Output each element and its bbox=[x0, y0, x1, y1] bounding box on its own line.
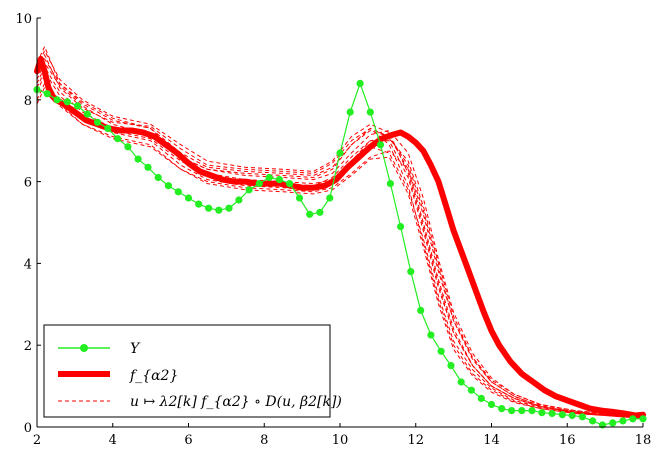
x-tick-label: 18 bbox=[635, 433, 652, 448]
x-tick-label: 14 bbox=[483, 433, 500, 448]
series-y-point bbox=[144, 163, 152, 171]
y-tick-label: 2 bbox=[24, 339, 32, 354]
y-tick-label: 8 bbox=[24, 94, 32, 109]
series-y-point bbox=[346, 108, 354, 116]
series-y-point bbox=[598, 421, 607, 429]
series-y-point bbox=[548, 409, 556, 418]
series-y-point bbox=[255, 180, 263, 188]
series-y-point bbox=[184, 194, 193, 202]
series-y-point bbox=[639, 415, 647, 423]
series-y-point bbox=[63, 98, 71, 106]
series-y-point bbox=[498, 405, 506, 413]
series-y-point bbox=[94, 118, 102, 126]
series-y-point bbox=[528, 407, 536, 415]
series-y-point bbox=[275, 176, 283, 184]
x-tick-label: 2 bbox=[33, 433, 41, 448]
series-y-point bbox=[356, 79, 364, 87]
series-y-point bbox=[609, 419, 617, 427]
x-tick-label: 8 bbox=[260, 433, 268, 448]
legend-label-warped: u ↦ λ2[k] f_{α2} ∘ D(u, β2[k]) bbox=[130, 394, 342, 410]
series-y-point bbox=[336, 149, 344, 157]
legend-swatch-y-marker bbox=[80, 344, 88, 352]
series-y-point bbox=[518, 407, 526, 415]
y-tick-label: 6 bbox=[24, 176, 32, 191]
legend: Y f_{α2} u ↦ λ2[k] f_{α2} ∘ D(u, β2[k]) bbox=[43, 324, 342, 418]
series-y-point bbox=[487, 400, 496, 409]
series-y-point bbox=[417, 306, 425, 314]
series-y-point bbox=[195, 200, 203, 208]
series-y-point bbox=[235, 196, 243, 204]
series-y-point bbox=[174, 188, 182, 196]
series-warped-curve bbox=[36, 86, 644, 419]
series-y-point bbox=[437, 347, 445, 355]
series-y-point bbox=[265, 173, 273, 182]
series-y-point bbox=[397, 223, 405, 231]
x-tick-label: 16 bbox=[559, 433, 576, 448]
series-y-point bbox=[114, 135, 122, 143]
series-y-point bbox=[568, 411, 576, 420]
series-y-point bbox=[245, 186, 253, 194]
series-y-point bbox=[215, 206, 223, 214]
series-y-point bbox=[104, 124, 112, 132]
series-y-point bbox=[316, 208, 324, 216]
series-warped-curve bbox=[36, 57, 644, 418]
series-y-point bbox=[619, 417, 627, 425]
series-y-point bbox=[589, 417, 597, 425]
legend-label-f-alpha2: f_{α2} bbox=[129, 368, 178, 384]
y-tick-label: 4 bbox=[24, 257, 32, 272]
series-y-point bbox=[295, 194, 304, 202]
series-y-point bbox=[124, 143, 132, 151]
series-y-point bbox=[134, 155, 142, 163]
series-y-point bbox=[427, 331, 435, 339]
series-y-point bbox=[225, 204, 233, 212]
series-y-point bbox=[447, 362, 455, 370]
series-warped-curve bbox=[36, 82, 643, 418]
y-tick-label: 0 bbox=[24, 421, 32, 436]
series-y-point bbox=[629, 415, 637, 423]
series-warped-curve bbox=[36, 70, 643, 418]
series-f-alpha2-line bbox=[34, 55, 646, 419]
x-tick-label: 4 bbox=[109, 433, 117, 448]
series-layer bbox=[33, 45, 647, 429]
legend-label-y: Y bbox=[130, 341, 141, 357]
series-y-point bbox=[457, 378, 465, 386]
series-y-point bbox=[376, 141, 385, 149]
series-y-point bbox=[366, 108, 374, 116]
series-y-point bbox=[558, 411, 566, 419]
series-warped-curve bbox=[36, 61, 643, 417]
series-y-point bbox=[477, 394, 485, 402]
series-y-point bbox=[508, 407, 516, 415]
series-y-point bbox=[326, 194, 334, 202]
series-y-point bbox=[205, 204, 213, 212]
series-y-point bbox=[154, 173, 162, 182]
series-y-point bbox=[73, 102, 82, 110]
series-y-point bbox=[306, 210, 314, 218]
y-tick-label: 10 bbox=[15, 12, 32, 27]
series-y-point bbox=[164, 182, 172, 190]
series-y-point bbox=[578, 413, 587, 421]
axes bbox=[36, 17, 644, 428]
series-y-point bbox=[53, 96, 61, 104]
series-y-point bbox=[83, 110, 91, 118]
x-tick-label: 6 bbox=[184, 433, 192, 448]
x-tick-label: 10 bbox=[332, 433, 349, 448]
x-tick-label: 12 bbox=[407, 433, 424, 448]
series-y-point bbox=[407, 268, 415, 276]
series-y-point bbox=[286, 180, 294, 188]
series-warped-curve bbox=[36, 66, 643, 418]
series-y-point bbox=[538, 409, 546, 417]
series-y-point bbox=[386, 180, 394, 188]
series-warped-curve bbox=[36, 53, 644, 419]
series-y-point bbox=[467, 386, 475, 394]
series-y-point bbox=[43, 90, 51, 98]
